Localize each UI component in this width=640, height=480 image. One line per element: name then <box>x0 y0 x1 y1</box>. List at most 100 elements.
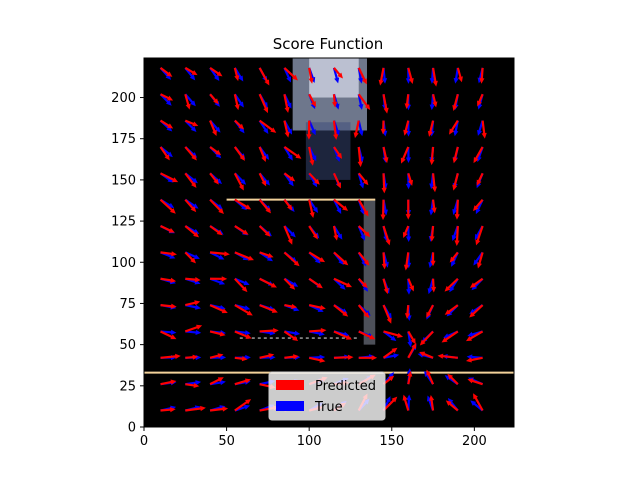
y-tick-label: 75 <box>119 297 136 312</box>
predicted-arrow <box>400 146 410 164</box>
predicted-arrow <box>185 354 199 360</box>
predicted-arrow <box>475 225 484 246</box>
true-arrow <box>284 330 301 336</box>
predicted-arrow <box>184 119 199 127</box>
predicted-arrow <box>184 172 197 188</box>
predicted-arrow <box>382 375 395 386</box>
predicted-arrow <box>258 198 272 214</box>
true-arrow <box>357 199 365 215</box>
predicted-arrow <box>284 303 298 309</box>
predicted-arrow <box>283 199 293 211</box>
true-arrow <box>357 225 366 241</box>
predicted-arrow <box>308 146 315 166</box>
true-arrow <box>407 331 413 348</box>
predicted-arrow <box>333 146 343 159</box>
x-tick-label: 50 <box>218 434 235 449</box>
predicted-arrow <box>407 172 414 186</box>
predicted-arrow <box>160 93 174 101</box>
legend-swatch-predicted <box>276 380 304 390</box>
predicted-arrow <box>429 225 435 242</box>
true-arrow <box>234 330 251 336</box>
true-arrow <box>184 198 199 209</box>
predicted-arrow <box>234 378 251 386</box>
predicted-arrow <box>380 199 386 221</box>
true-arrow <box>234 304 251 311</box>
predicted-arrow <box>357 93 371 111</box>
predicted-arrow <box>283 120 290 138</box>
predicted-arrow <box>209 120 217 137</box>
predicted-arrow <box>234 251 254 261</box>
x-tick-label: 100 <box>297 434 322 449</box>
predicted-arrow <box>454 199 460 220</box>
predicted-arrow <box>381 252 387 270</box>
predicted-arrow <box>333 304 349 317</box>
true-arrow <box>283 146 293 161</box>
predicted-arrow <box>209 251 230 257</box>
x-tick-label: 200 <box>462 434 487 449</box>
predicted-arrow <box>259 353 275 359</box>
predicted-arrow <box>159 198 176 214</box>
predicted-arrow <box>259 251 274 258</box>
true-arrow <box>357 120 364 137</box>
predicted-arrow <box>308 199 315 218</box>
predicted-arrow <box>382 347 398 359</box>
predicted-arrow <box>403 120 410 136</box>
predicted-arrow <box>209 66 223 77</box>
true-arrow <box>209 67 220 81</box>
predicted-arrow <box>469 277 484 288</box>
predicted-arrow <box>308 172 320 185</box>
predicted-arrow <box>209 330 226 337</box>
predicted-arrow <box>444 304 459 315</box>
predicted-arrow <box>283 277 296 290</box>
true-arrow <box>283 277 299 287</box>
predicted-arrow <box>437 353 458 359</box>
predicted-arrow <box>209 146 222 156</box>
y-tick-label: 200 <box>111 91 136 106</box>
true-arrow <box>185 304 201 310</box>
true-arrow <box>406 278 412 295</box>
predicted-arrow <box>403 252 410 271</box>
predicted-arrow <box>234 399 252 412</box>
predicted-arrow <box>441 330 459 343</box>
true-arrow <box>405 146 412 163</box>
predicted-arrow <box>258 119 277 133</box>
true-arrow <box>357 94 364 110</box>
predicted-arrow <box>160 251 177 257</box>
predicted-arrow <box>160 277 177 283</box>
true-arrow <box>332 199 342 214</box>
y-tick-label: 125 <box>111 215 136 230</box>
y-tick-label: 150 <box>111 173 136 188</box>
predicted-arrow <box>184 146 197 161</box>
predicted-arrow <box>465 356 483 363</box>
predicted-arrow <box>357 146 363 168</box>
predicted-arrow <box>185 382 200 389</box>
predicted-arrow <box>332 120 339 140</box>
predicted-arrow <box>259 304 278 313</box>
predicted-arrow <box>382 146 389 164</box>
predicted-arrow <box>160 172 179 183</box>
true-arrow <box>283 172 294 187</box>
y-tick-label: 175 <box>111 132 136 147</box>
predicted-arrow <box>452 146 459 164</box>
predicted-arrow <box>429 394 435 411</box>
predicted-arrow <box>283 251 300 267</box>
predicted-arrow <box>308 304 326 311</box>
predicted-arrow <box>332 225 339 241</box>
predicted-arrow <box>209 304 228 314</box>
predicted-arrow <box>283 172 296 182</box>
predicted-arrow <box>209 198 224 215</box>
background-image-layer <box>144 58 514 374</box>
x-axis: 0 50 100 150 200 <box>140 427 487 449</box>
predicted-arrow <box>333 67 343 79</box>
predicted-arrow <box>259 277 277 288</box>
predicted-arrow <box>357 67 367 85</box>
true-arrow <box>184 93 196 107</box>
y-tick-label: 0 <box>128 421 136 436</box>
predicted-arrow <box>209 406 229 412</box>
y-tick-label: 50 <box>119 338 136 353</box>
predicted-arrow <box>159 146 170 161</box>
x-tick-label: 0 <box>140 434 148 449</box>
chart-title: Score Function <box>273 35 384 53</box>
predicted-arrow <box>358 355 378 361</box>
legend-label-predicted: Predicted <box>315 379 376 394</box>
